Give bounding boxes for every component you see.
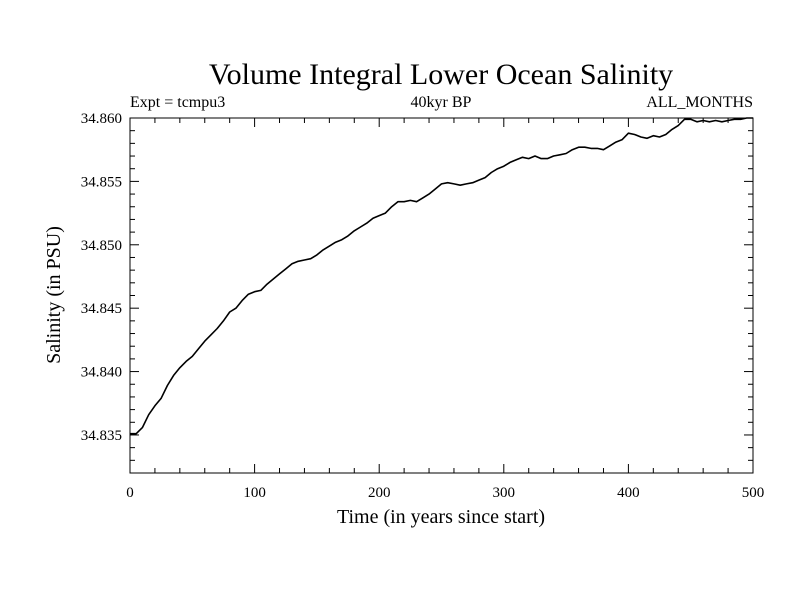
y-tick-label: 34.835 (81, 428, 122, 444)
x-tick-label: 100 (243, 485, 266, 501)
x-tick-label: 500 (742, 485, 765, 501)
y-tick-label: 34.855 (81, 174, 122, 190)
y-tick-label: 34.850 (81, 238, 122, 254)
y-axis-tick-labels: 34.835 34.840 34.845 34.850 34.855 34.860 (81, 111, 122, 444)
x-tick-label: 200 (368, 485, 391, 501)
y-tick-label: 34.845 (81, 301, 122, 317)
chart-subtitle-left: Expt = tcmpu3 (130, 94, 225, 111)
x-axis-label: Time (in years since start) (337, 506, 545, 528)
y-axis-label: Salinity (in PSU) (43, 226, 65, 364)
x-tick-label: 400 (617, 485, 640, 501)
x-tick-label: 300 (493, 485, 516, 501)
axis-ticks (129, 117, 754, 474)
salinity-series-line (130, 117, 753, 435)
y-tick-label: 34.860 (81, 111, 122, 127)
chart-subtitle-right: ALL_MONTHS (646, 94, 753, 111)
x-tick-label: 0 (126, 485, 134, 501)
plot-frame (129, 117, 754, 474)
x-axis-tick-labels: 0 100 200 300 400 500 (126, 485, 764, 501)
chart-title: Volume Integral Lower Ocean Salinity (209, 58, 673, 91)
chart-subtitle-center: 40kyr BP (411, 94, 472, 111)
y-tick-label: 34.840 (81, 365, 122, 381)
